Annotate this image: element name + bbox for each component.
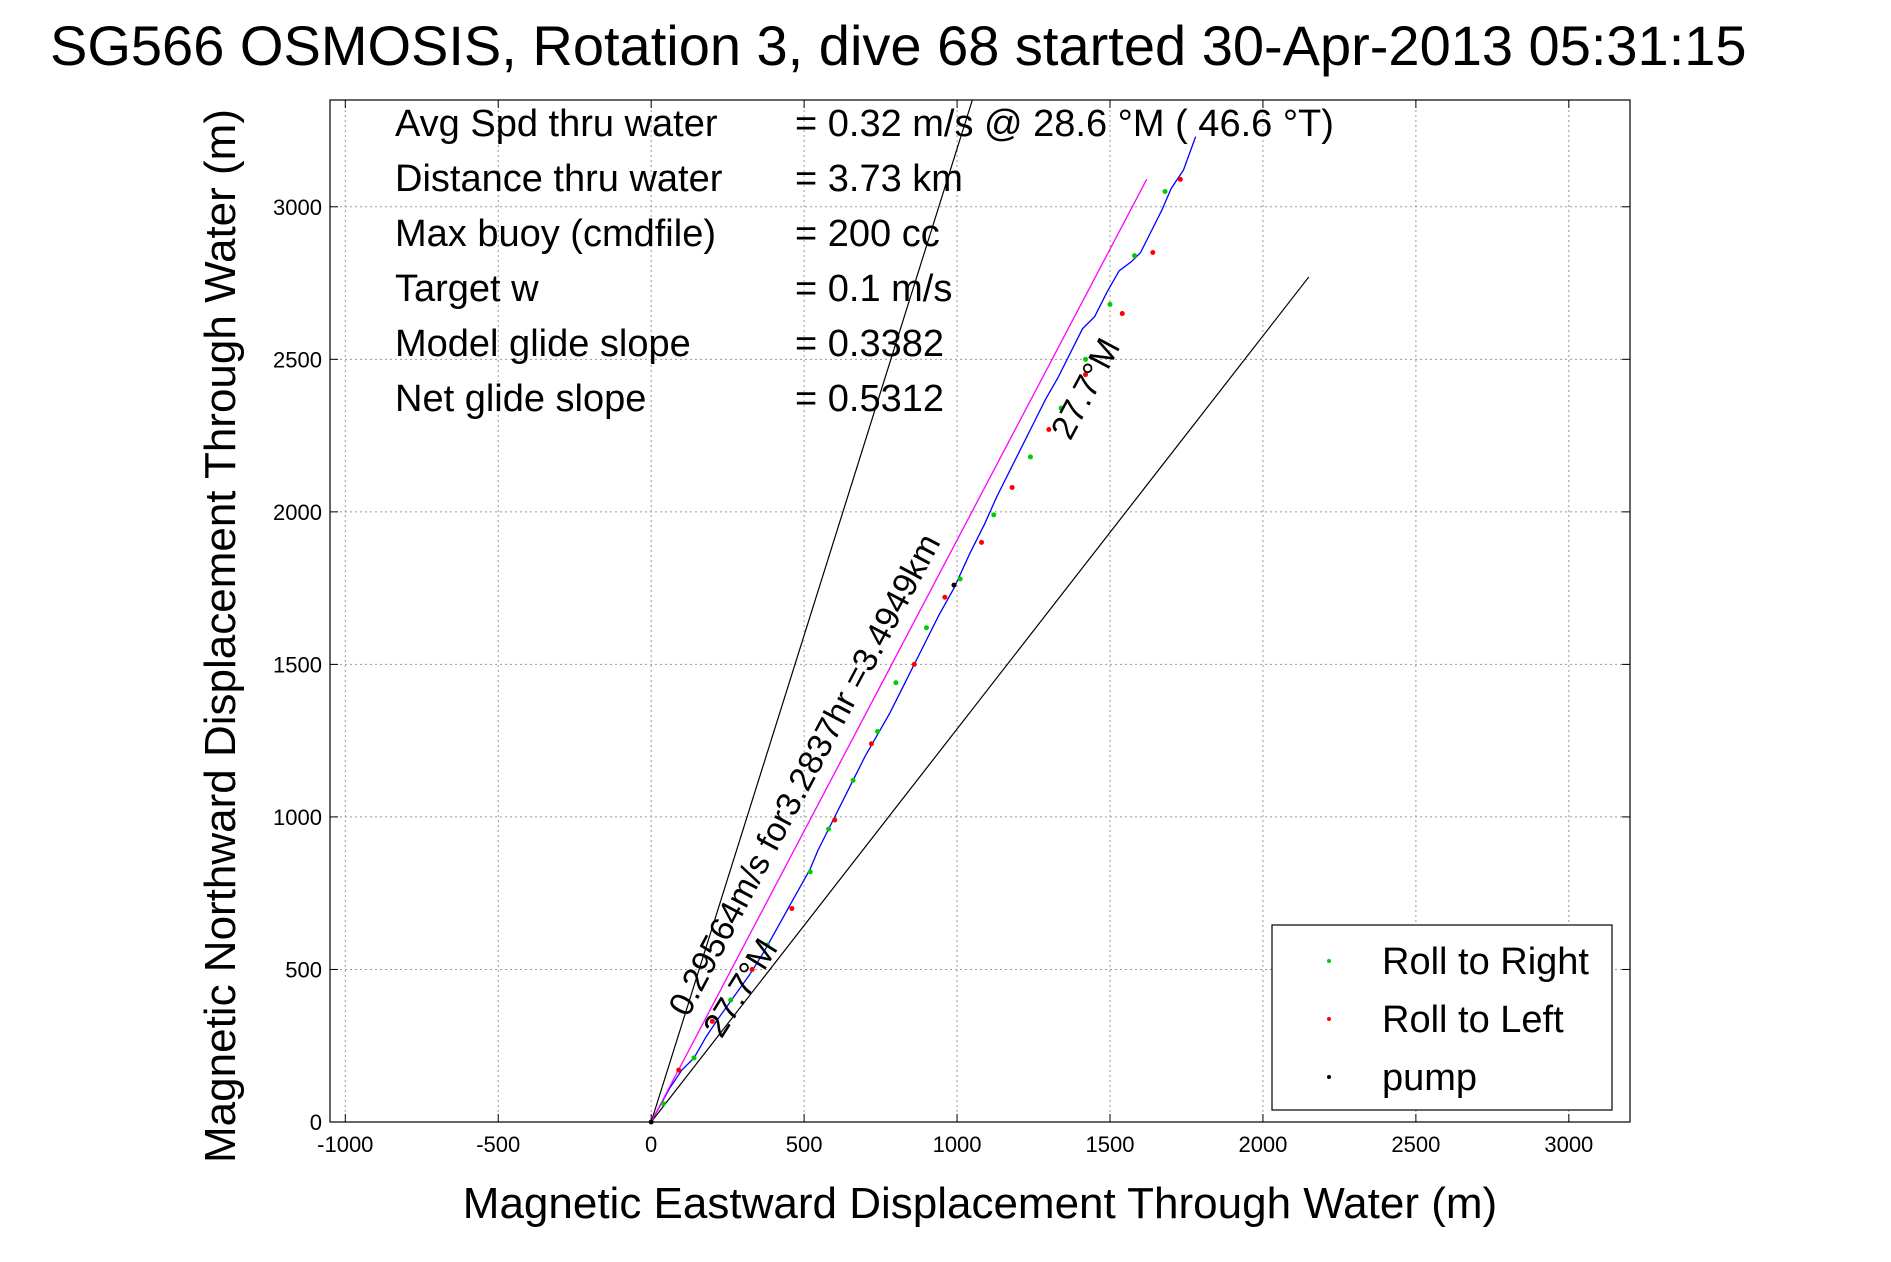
info-label: Target w [395,268,539,310]
marker-roll-right [1027,454,1033,460]
chart-title: SG566 OSMOSIS, Rotation 3, dive 68 start… [50,14,1747,77]
marker-roll-left [676,1067,682,1073]
x-tick-label: 2000 [1238,1132,1287,1157]
y-tick-label: 3000 [273,195,322,220]
y-axis-label: Magnetic Northward Displacement Through … [196,109,245,1163]
markers [648,176,1183,1125]
axis-ticks: -1000 -500 0 500 1000 1500 2000 2500 3000 0 500 100… [273,100,1630,1157]
marker-roll-right [764,942,770,948]
x-tick-label: 2500 [1391,1132,1440,1157]
marker-roll-right [807,869,813,875]
marker-roll-left [709,1018,715,1024]
annotations: 0.29564m/s for3.2837hr =3.4949km27.7°M27… [661,332,1128,1044]
marker-roll-right [957,576,963,582]
y-tick-label: 500 [285,957,322,982]
marker-roll-left [1150,250,1156,256]
marker-roll-left [749,966,755,972]
series-net-heading [650,179,1148,1123]
heading-limit-left [650,99,973,1123]
y-tick-label: 0 [310,1110,322,1135]
x-tick-label: -1000 [317,1132,373,1157]
marker-roll-left [1009,484,1015,490]
info-value: = 0.3382 [795,323,944,365]
marker-roll-left [868,741,874,747]
marker-roll-right [660,1101,666,1107]
marker-roll-left [979,539,985,545]
plot-frame [329,99,1631,1123]
marker-roll-right [875,729,881,735]
legend-marker [1327,1017,1331,1021]
info-label: Distance thru water [395,158,723,200]
info-value: = 3.73 km [795,158,963,200]
marker-roll-right [728,997,734,1003]
legend-entry: Roll to Right [1382,941,1589,983]
marker-roll-right [1058,405,1064,411]
marker-roll-left [1046,426,1052,432]
marker-roll-right [1162,189,1168,195]
marker-roll-right [1131,253,1137,259]
x-tick-label: 1000 [933,1132,982,1157]
marker-roll-right [691,1055,697,1061]
x-tick-label: -500 [476,1132,520,1157]
x-tick-label: 3000 [1544,1132,1593,1157]
legend-marker [1327,959,1331,963]
x-tick-label: 500 [786,1132,823,1157]
marker-roll-left [1119,311,1125,317]
annotation-text: 27.7°M [1044,332,1128,445]
marker-roll-left [1177,176,1183,182]
info-value: = 0.1 m/s [795,268,952,310]
marker-roll-right [923,625,929,631]
y-tick-label: 2500 [273,347,322,372]
legend-marker [1327,1075,1331,1079]
marker-roll-right [1107,301,1113,307]
marker-roll-left [789,905,795,911]
info-label: Model glide slope [395,323,691,365]
marker-roll-left [942,594,948,600]
info-box: Avg Spd thru water = 0.32 m/s @ 28.6 °M (… [395,103,1334,420]
info-value: = 0.32 m/s @ 28.6 °M ( 46.6 °T) [795,103,1334,145]
marker-roll-left [832,817,838,823]
info-value: = 0.5312 [795,378,944,420]
info-label: Avg Spd thru water [395,103,718,145]
marker-roll-right [850,777,856,783]
x-tick-label: 1500 [1086,1132,1135,1157]
x-tick-label: 0 [645,1132,657,1157]
reference-lines [650,99,1310,1123]
marker-roll-right [1083,356,1089,362]
info-label: Net glide slope [395,378,646,420]
annotation-text: 0.29564m/s for3.2837hr =3.4949km [661,528,948,1022]
marker-roll-left [1083,372,1089,378]
marker-roll-right [826,826,832,832]
marker-roll-right [893,680,899,686]
info-label: Max buoy (cmdfile) [395,213,716,255]
y-tick-label: 2000 [273,500,322,525]
legend-entry: pump [1382,1057,1477,1099]
legend-entry: Roll to Left [1382,999,1564,1041]
y-tick-label: 1500 [273,652,322,677]
marker-pump [951,582,957,588]
marker-roll-left [911,661,917,667]
info-value: = 200 cc [795,213,940,255]
legend: Roll to Right Roll to Left pump [1271,924,1613,1111]
heading-limit-right [650,276,1310,1123]
x-axis-label: Magnetic Eastward Displacement Through W… [463,1179,1497,1228]
marker-roll-right [991,512,997,518]
y-tick-label: 1000 [273,805,322,830]
